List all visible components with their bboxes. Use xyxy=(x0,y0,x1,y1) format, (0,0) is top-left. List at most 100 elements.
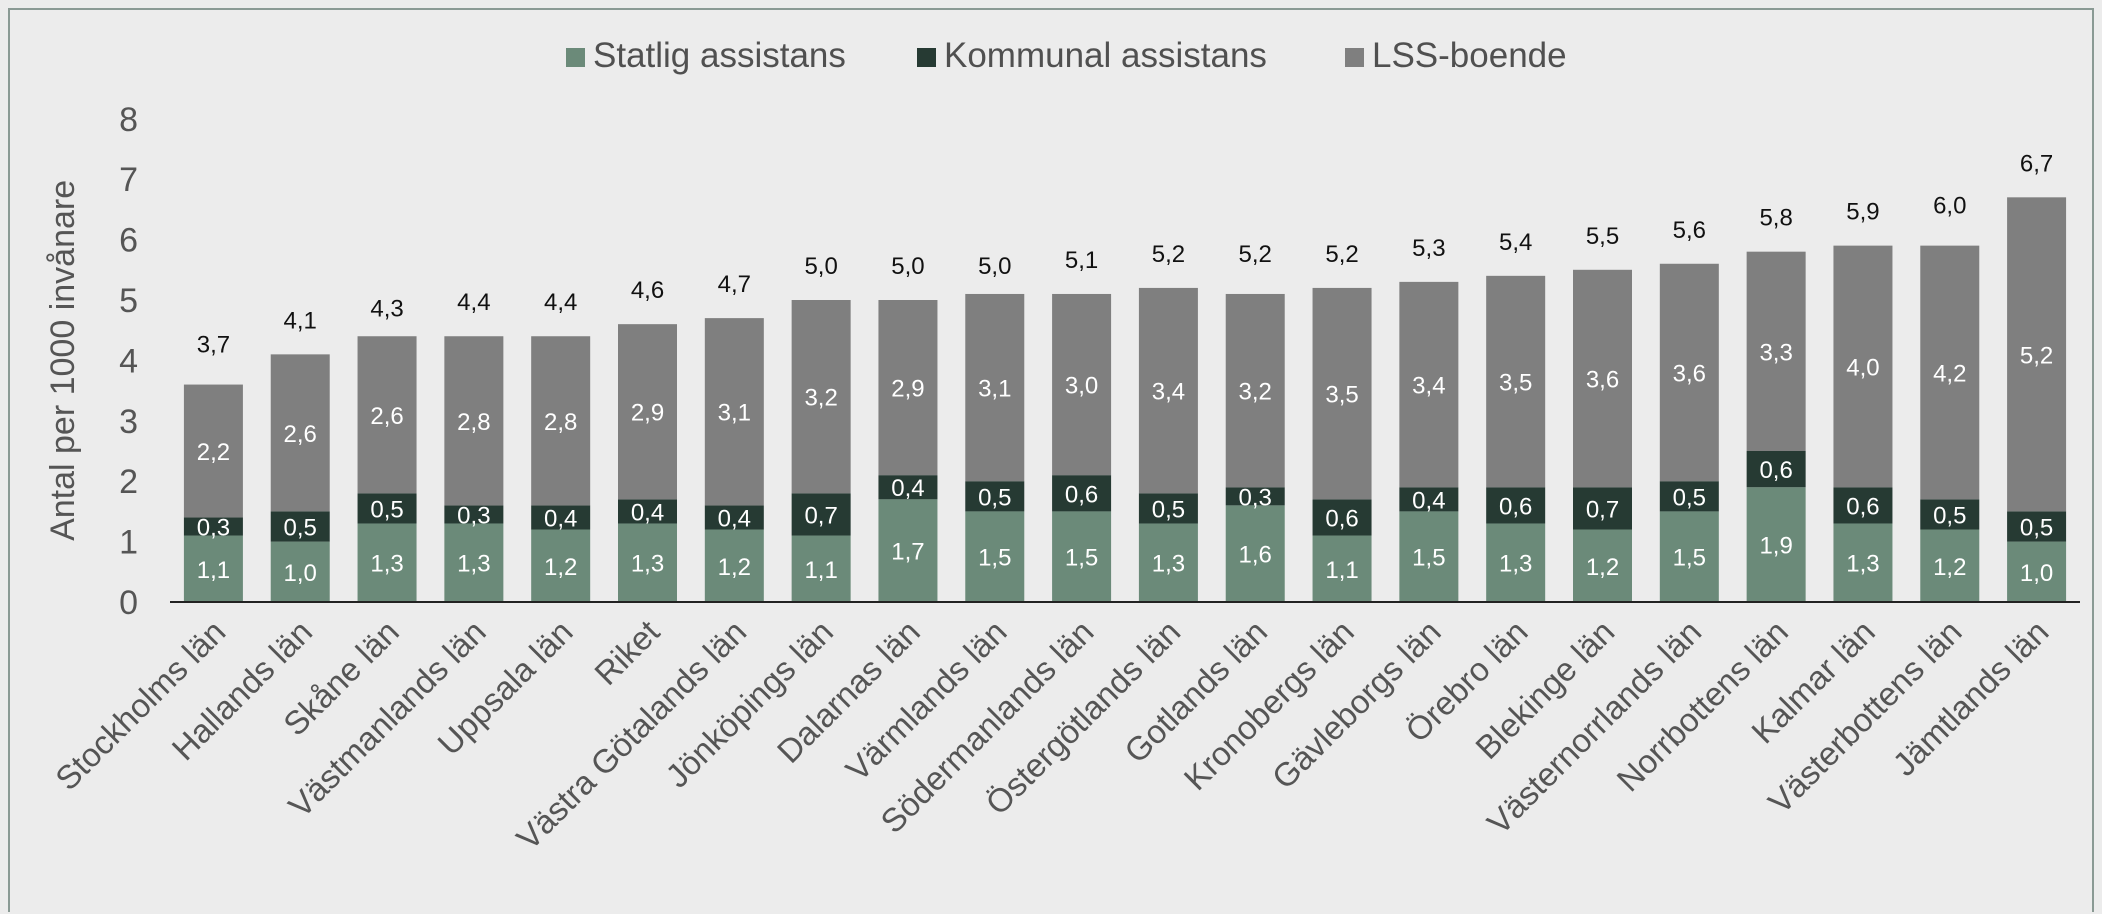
segment-value-label: 0,5 xyxy=(284,515,317,542)
bar-group: 1,5 0,5 3,6 5,6 xyxy=(1659,217,1719,602)
bar-segment xyxy=(1659,511,1719,602)
y-tick-label: 4 xyxy=(119,342,138,380)
bar-segment xyxy=(1312,535,1372,602)
y-tick-label: 8 xyxy=(119,101,138,139)
segment-value-label: 1,1 xyxy=(804,557,837,584)
segment-value-label: 3,4 xyxy=(1152,379,1185,406)
legend-swatch xyxy=(566,48,585,67)
segment-value-label: 0,6 xyxy=(1325,505,1358,532)
bar-segment xyxy=(1486,523,1546,602)
segment-value-label: 1,0 xyxy=(284,560,317,587)
bar-group: 1,5 0,4 3,4 5,3 xyxy=(1399,235,1459,602)
segment-value-label: 3,6 xyxy=(1673,360,1706,387)
total-value-label: 6,7 xyxy=(2020,150,2053,177)
total-value-label: 5,1 xyxy=(1065,247,1098,274)
segment-value-label: 1,1 xyxy=(197,557,230,584)
bar-segment xyxy=(357,523,417,602)
bar-segment xyxy=(1746,251,1806,451)
y-tick-label: 7 xyxy=(119,161,138,199)
bar-segment xyxy=(1659,263,1719,482)
y-tick-label: 3 xyxy=(119,403,138,441)
bar-segment xyxy=(1138,493,1198,524)
bar-segment xyxy=(444,505,504,524)
legend-label: Statlig assistans xyxy=(593,36,846,75)
bar-segment xyxy=(1052,511,1112,602)
total-value-label: 5,3 xyxy=(1412,235,1445,262)
segment-value-label: 1,2 xyxy=(1586,554,1619,581)
bar-group: 1,2 0,7 3,6 5,5 xyxy=(1573,223,1632,602)
bar-segment xyxy=(965,481,1025,512)
segment-value-label: 3,1 xyxy=(718,400,751,427)
bar-segment xyxy=(1833,523,1893,602)
segment-value-label: 3,6 xyxy=(1586,367,1619,394)
segment-value-label: 2,2 xyxy=(197,439,230,466)
bar-segment xyxy=(2007,511,2067,542)
segment-value-label: 1,1 xyxy=(1325,557,1358,584)
bar-group: 1,2 0,4 2,8 4,4 xyxy=(531,289,591,602)
y-tick-label: 6 xyxy=(119,222,138,260)
bar-segment xyxy=(1573,269,1632,488)
segment-value-label: 1,3 xyxy=(631,551,664,578)
bar-group: 1,1 0,6 3,5 5,2 xyxy=(1312,241,1372,602)
total-value-label: 4,6 xyxy=(631,277,664,304)
segment-value-label: 1,5 xyxy=(978,545,1011,572)
bar-group: 1,1 0,7 3,2 5,0 xyxy=(791,253,851,602)
bar-group: 1,3 0,5 2,6 4,3 xyxy=(357,295,417,602)
segment-value-label: 4,0 xyxy=(1846,354,1879,381)
bar-segment xyxy=(965,511,1025,602)
bar-group: 1,3 0,5 3,4 5,2 xyxy=(1138,241,1198,602)
total-value-label: 5,2 xyxy=(1152,241,1185,268)
bar-group: 1,1 0,3 2,2 3,7 xyxy=(183,332,243,602)
segment-value-label: 0,4 xyxy=(1412,487,1445,514)
segment-value-label: 3,3 xyxy=(1759,339,1792,366)
segment-value-label: 3,1 xyxy=(978,376,1011,403)
bar-segment xyxy=(1138,523,1198,602)
bar-segment xyxy=(1052,475,1112,512)
legend-label: LSS-boende xyxy=(1372,36,1567,75)
bar-segment xyxy=(1920,245,1980,500)
segment-value-label: 0,7 xyxy=(1586,496,1619,523)
segment-value-label: 0,5 xyxy=(1152,496,1185,523)
bar-segment xyxy=(618,499,677,524)
bar-segment xyxy=(878,300,938,476)
segment-value-label: 0,3 xyxy=(197,515,230,542)
segment-value-label: 1,3 xyxy=(370,551,403,578)
bar-segment xyxy=(1746,487,1806,602)
total-value-label: 4,4 xyxy=(544,289,577,316)
bar-segment xyxy=(270,511,330,542)
bar-segment xyxy=(1399,511,1459,602)
segment-value-label: 4,2 xyxy=(1933,360,1966,387)
bar-segment xyxy=(965,293,1025,482)
segment-value-label: 0,3 xyxy=(457,502,490,529)
bar-segment xyxy=(1833,487,1893,524)
bar-segment xyxy=(1486,487,1546,524)
segment-value-label: 0,5 xyxy=(978,484,1011,511)
segment-value-label: 0,3 xyxy=(1239,484,1272,511)
total-value-label: 5,2 xyxy=(1325,241,1358,268)
bar-segment xyxy=(791,300,851,494)
segment-value-label: 2,6 xyxy=(370,403,403,430)
bar-segment xyxy=(618,523,677,602)
segment-value-label: 3,2 xyxy=(804,385,837,412)
bar-segment xyxy=(791,493,851,536)
bar-segment xyxy=(1138,287,1198,494)
segment-value-label: 0,4 xyxy=(544,505,577,532)
bar-segment xyxy=(1746,451,1806,488)
segment-value-label: 1,3 xyxy=(1846,551,1879,578)
legend-label: Kommunal assistans xyxy=(944,36,1267,75)
segment-value-label: 0,6 xyxy=(1499,493,1532,520)
bar-segment xyxy=(270,541,330,602)
bar-segment xyxy=(357,336,417,494)
segment-value-label: 1,6 xyxy=(1239,542,1272,569)
segment-value-label: 0,6 xyxy=(1846,493,1879,520)
bar-group: 1,2 0,5 4,2 6,0 xyxy=(1920,193,1980,602)
chart-frame: Statlig assistans Kommunal assistans LSS-b… xyxy=(8,8,2094,912)
y-tick-label: 0 xyxy=(119,584,138,622)
segment-value-label: 2,9 xyxy=(631,400,664,427)
segment-value-label: 5,2 xyxy=(2020,342,2053,369)
bar-segment xyxy=(183,517,243,536)
segment-value-label: 0,5 xyxy=(2020,515,2053,542)
bar-segment xyxy=(1833,245,1893,488)
segment-value-label: 3,4 xyxy=(1412,373,1445,400)
segment-value-label: 2,8 xyxy=(457,409,490,436)
